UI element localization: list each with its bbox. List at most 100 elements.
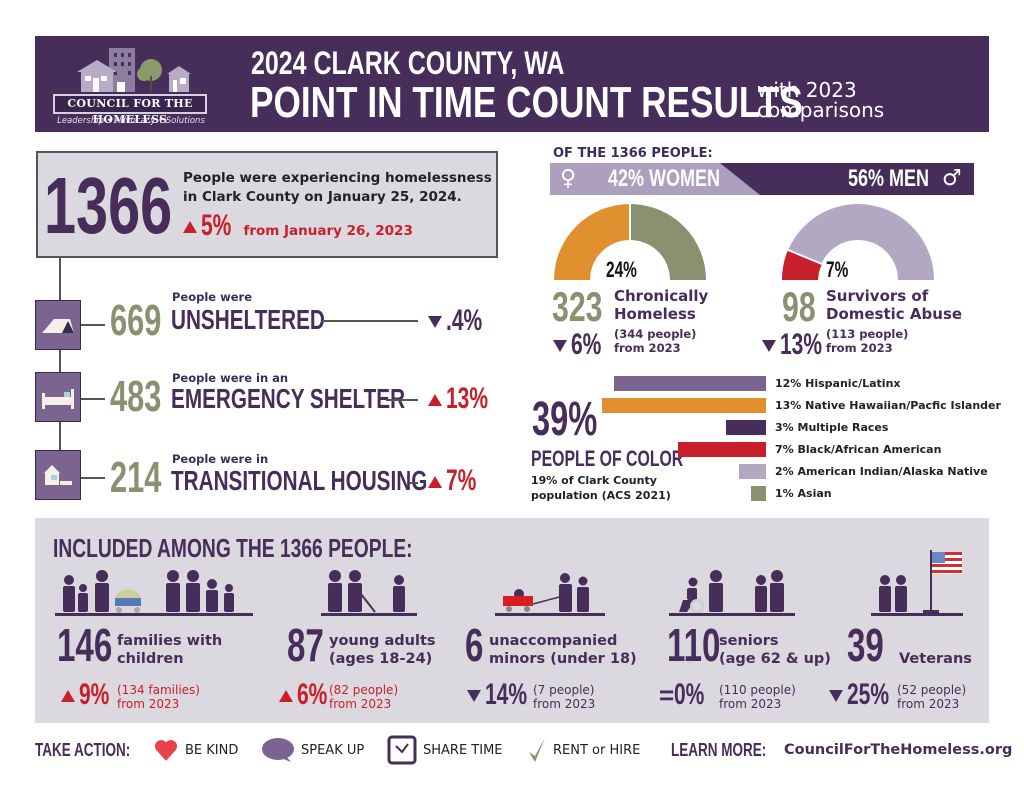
tent-icon (35, 300, 81, 350)
chronically-homeless-label: Chronically Homeless (614, 287, 708, 323)
bar-pacific-islander (602, 398, 766, 413)
note-line: from 2023 (533, 697, 596, 711)
transitional-housing-count: 214 (110, 453, 162, 502)
people-of-color-pct: 39% (532, 393, 598, 446)
subtitle-line-1: with 2023 (757, 78, 857, 102)
seniors-count: 110 (667, 619, 721, 671)
chronically-homeless-count: 323 (552, 283, 603, 330)
of-people-heading: OF THE 1366 PEOPLE: (553, 146, 713, 161)
total-change-pct: 5% (201, 209, 232, 242)
connector-line (322, 320, 418, 322)
total-count: 1366 (44, 161, 173, 250)
domestic-abuse-pct: 7% (826, 257, 849, 282)
bar-asian (751, 486, 766, 501)
seniors-label: seniors (age 62 & up) (719, 632, 831, 668)
clock-icon (387, 735, 417, 765)
women-pct: 42% WOMEN (608, 165, 721, 192)
note-line: (7 people) (533, 683, 595, 697)
veterans-change: 25% (829, 678, 907, 712)
connector-line (81, 398, 105, 400)
title-line-1: 2024 CLARK COUNTY, WA (251, 45, 565, 81)
house-icon (35, 450, 81, 500)
label-multiple-races: 3% Multiple Races (775, 421, 889, 434)
footer: TAKE ACTION: BE KIND SPEAK UP SHARE TIME… (35, 735, 1012, 765)
subtitle-line-2: comparisons (757, 98, 885, 122)
note-line: from 2023 (826, 341, 893, 355)
families-change: 9% (61, 678, 122, 712)
emergency-shelter-count: 483 (110, 372, 162, 421)
website-link[interactable]: CouncilForTheHomeless.org (784, 742, 1013, 758)
up-arrow-icon (428, 476, 442, 488)
down-arrow-icon (762, 340, 776, 352)
note-line: (110 people) (719, 683, 796, 697)
label-line: families with (117, 633, 223, 649)
action-share-time: SHARE TIME (387, 735, 503, 765)
male-symbol-icon: ♂ (942, 166, 962, 191)
up-arrow-icon (183, 221, 197, 233)
heart-icon (154, 740, 178, 761)
up-arrow-icon (279, 690, 293, 702)
young-adults-count: 87 (287, 619, 324, 671)
take-action-label: TAKE ACTION: (35, 735, 162, 765)
transitional-housing-change: 7% (428, 464, 489, 498)
action-label: SPEAK UP (301, 742, 365, 758)
logo-houses-icon (77, 48, 191, 92)
seniors-icon (669, 570, 795, 616)
included-title: INCLUDED AMONG THE 1366 PEOPLE: (53, 533, 413, 563)
label-american-indian: 2% American Indian/Alaska Native (775, 465, 988, 478)
minors-note: (7 people) from 2023 (533, 683, 595, 711)
emergency-shelter-change: 13% (428, 382, 506, 416)
note-line: from 2023 (117, 697, 180, 711)
veterans-count: 39 (847, 619, 884, 671)
logo-tagline: Leadership • Advocacy • Solutions (57, 116, 205, 126)
subtitle: with 2023 comparisons (757, 80, 884, 120)
chronically-homeless-note: (344 people) from 2023 (614, 327, 696, 355)
note-line: (113 people) (826, 327, 909, 341)
note-line: (344 people) (614, 327, 697, 341)
down-arrow-icon (829, 690, 843, 702)
men-pct: 56% MEN (848, 165, 930, 192)
logo-wordmark: COUNCIL FOR THE HOMELESS (53, 94, 207, 126)
seniors-change: =0% (659, 678, 705, 711)
note-line: from 2023 (719, 697, 782, 711)
transitional-housing-label: TRANSITIONAL HOUSING (171, 465, 428, 496)
action-label: BE KIND (185, 742, 239, 758)
family-icon (55, 570, 253, 616)
bar-black (678, 442, 766, 457)
domestic-abuse-note: (113 people) from 2023 (826, 327, 908, 355)
note-line: (134 families) (117, 683, 200, 697)
young-adults-change: 6% (279, 678, 340, 712)
female-symbol-icon: ♀ (560, 166, 577, 191)
note-line: (52 people) (897, 683, 967, 697)
equal-icon: = (659, 680, 675, 710)
veterans-note: (52 people) from 2023 (897, 683, 966, 711)
label-asian: 1% Asian (775, 487, 832, 500)
label-line: Veterans (899, 651, 972, 667)
note-line: from 2023 (614, 341, 681, 355)
action-label: SHARE TIME (423, 742, 503, 758)
young-adults-label: young adults (ages 18-24) (329, 632, 436, 668)
label-line: Homeless (614, 305, 696, 323)
bar-american-indian (739, 464, 766, 479)
bar-multiple-races (726, 420, 766, 435)
domestic-abuse-count: 98 (782, 283, 816, 330)
veterans-label: Veterans (899, 632, 972, 668)
emergency-shelter-label: EMERGENCY SHELTER (171, 383, 406, 414)
down-arrow-icon (428, 316, 442, 328)
up-arrow-icon (61, 690, 75, 702)
domestic-abuse-label: Survivors of Domestic Abuse (826, 287, 962, 323)
total-change: 5% from January 26, 2023 (183, 209, 413, 243)
note-line: from 2023 (897, 697, 960, 711)
people-of-color-label: PEOPLE OF COLOR (531, 446, 684, 471)
families-note: (134 families) from 2023 (117, 683, 200, 711)
label-line: children (117, 651, 184, 667)
total-change-text: from January 26, 2023 (243, 223, 413, 239)
women-segment (550, 163, 760, 195)
minors-label: unaccompanied minors (under 18) (489, 632, 637, 668)
action-speak-up: SPEAK UP (261, 735, 364, 765)
action-be-kind: BE KIND (153, 735, 238, 765)
domestic-abuse-gauge (781, 204, 934, 280)
label-line: Domestic Abuse (826, 305, 963, 323)
council-logo: COUNCIL FOR THE HOMELESS Leadership • Ad… (51, 44, 211, 128)
action-rent-or-hire: RENT or HIRE (527, 735, 640, 765)
